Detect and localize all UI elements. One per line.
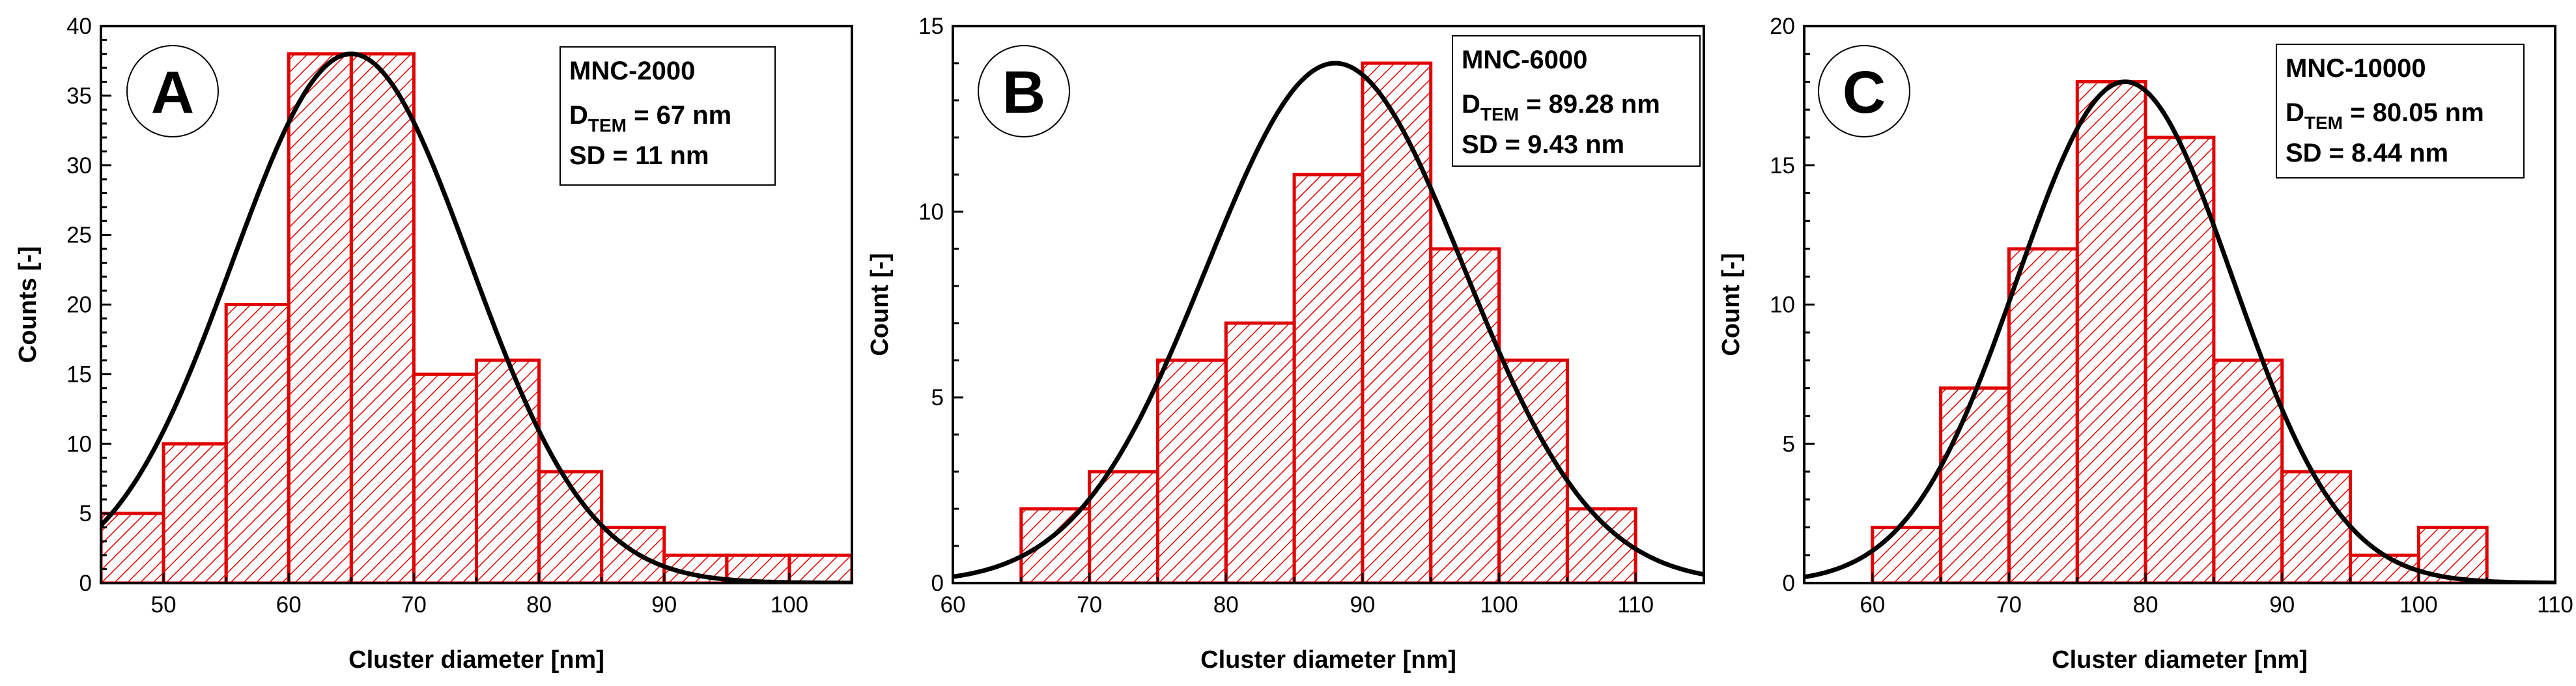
gaussian-fit-curve [953,61,1704,579]
x-tick-label: 100 [1480,592,1518,618]
x-tick-label: 60 [276,592,302,618]
y-tick-label: 10 [918,199,944,225]
y-tick-label: 5 [931,385,944,410]
histogram-bar [412,372,479,583]
x-tick-label: 100 [2399,592,2437,618]
legend-dtem-value: DTEM = 67 nm [569,101,731,136]
x-tick-label: 110 [2537,592,2573,618]
y-tick-label: 0 [79,571,92,596]
panel-label: C [1843,59,1886,126]
y-axis-title: Count [-] [866,253,894,356]
x-tick-label: 60 [941,592,966,618]
histogram-bar [1429,247,1501,583]
x-axis-title: Cluster diameter [nm] [1200,646,1456,674]
y-tick-label: 40 [66,14,92,39]
y-tick-label: 20 [66,293,92,318]
legend-sd-value: SD = 9.43 nm [1462,130,1624,159]
y-tick-label: 15 [918,14,944,39]
legend-sd-value: SD = 11 nm [569,141,709,170]
x-tick-label: 70 [1996,592,2022,618]
histogram-bar [101,511,165,583]
legend-sd-value: SD = 8.44 nm [2286,139,2448,167]
panel-label: A [151,59,194,126]
y-tick-label: 0 [1783,571,1795,596]
x-tick-label: 70 [1077,592,1102,618]
legend-box [1452,35,1701,167]
y-tick-label: 15 [66,362,92,387]
y-tick-label: 5 [79,501,92,526]
histogram-bar [1361,61,1433,583]
y-tick-label: 5 [1783,431,1795,457]
panel-label-circle [978,45,1070,137]
histogram-bar [1497,358,1569,583]
legend-sample-name: MNC-10000 [2286,54,2426,83]
histogram-bar [1939,386,2011,583]
panel-b-histogram: 60 70 80 90 100 110 0 5 10 15 Cluster diameter [nm… [866,14,1705,674]
y-tick-label: 35 [66,83,92,109]
histogram-bar [2075,80,2147,583]
legend-sample-name: MNC-2000 [569,57,695,85]
x-tick-label: 100 [771,592,808,618]
x-tick-label: 70 [401,592,427,618]
histogram-bar [2007,247,2079,583]
y-tick-label: 0 [931,571,944,596]
x-tick-label: 80 [526,592,552,618]
y-tick-label: 10 [1770,293,1795,318]
y-axis-title: Count [-] [1718,253,1745,356]
x-tick-label: 90 [1350,592,1375,618]
plot-frame [952,25,1705,584]
x-tick-label: 90 [651,592,677,618]
x-tick-label: 80 [1213,592,1239,618]
y-axis-title: Counts [-] [14,246,42,363]
y-tick-label: 20 [1770,14,1795,39]
panel-a-histogram: 50 60 70 80 90 100 0 5 10 15 20 25 30 35 40 Cluster dia… [14,14,853,674]
histogram-bar [1292,173,1365,583]
legend-sample-name: MNC-6000 [1462,46,1587,74]
y-tick-label: 10 [66,431,92,457]
y-tick-label: 15 [1770,153,1795,179]
legend-box [2276,44,2525,179]
histogram-bar [2212,358,2284,583]
histogram-bar [349,52,416,583]
x-axis-title: Cluster diameter [nm] [2052,646,2308,674]
legend-box [559,46,776,186]
histogram-bar [2280,470,2353,583]
x-tick-label: 60 [1860,592,1885,618]
x-tick-label: 80 [2133,592,2158,618]
histogram-bar [1019,507,1092,583]
y-tick-label: 30 [66,153,92,179]
histogram-bar [1224,321,1296,583]
x-tick-label: 50 [151,592,177,618]
y-tick-label: 25 [66,223,92,248]
panel-c-histogram: 60 70 80 90 100 110 0 5 10 15 20 Cluster diameter [… [1718,14,2573,674]
panel-label-circle [1818,45,1910,137]
panel-label: B [1002,59,1045,126]
legend-dtem-value: DTEM = 80.05 nm [2286,98,2484,133]
histogram-bar [224,303,290,583]
x-axis-title: Cluster diameter [nm] [348,646,604,674]
histogram-bar [787,553,852,583]
histogram-bar [475,358,541,583]
histogram-bar [287,52,353,583]
histogram-bar [1871,526,1943,583]
histogram-bar [1155,358,1228,583]
panel-label-circle [126,45,219,137]
histogram-bar [162,442,228,583]
histogram-bar [1565,507,1637,583]
x-tick-label: 110 [1617,592,1654,618]
gaussian-fit-curve [1804,79,2555,583]
legend-dtem-value: DTEM = 89.28 nm [1462,90,1660,124]
x-tick-label: 90 [2269,592,2295,618]
histogram-bar [537,470,604,583]
